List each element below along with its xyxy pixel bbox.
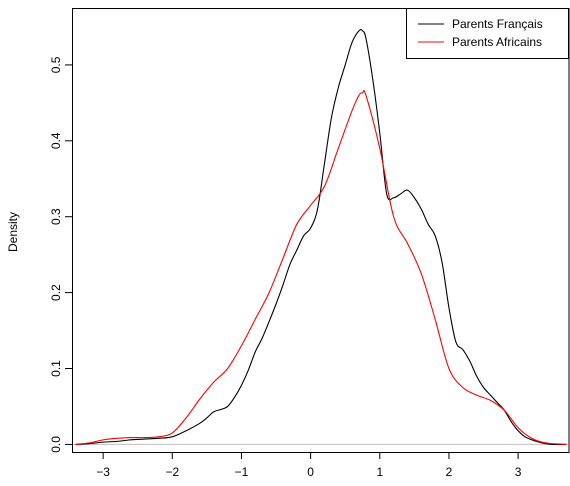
y-tick-label: 0.1	[49, 360, 63, 377]
legend-box	[406, 8, 569, 59]
legend: Parents Français Parents Africains	[406, 8, 569, 59]
plot-frame	[72, 8, 570, 453]
y-tick-label: 0.5	[49, 56, 63, 73]
y-axis-label: Density	[6, 212, 20, 252]
legend-label: Parents Africains	[452, 35, 542, 49]
y-tick-label: 0.4	[49, 132, 63, 149]
x-tick-label: −3	[96, 465, 110, 479]
x-tick-label: 1	[376, 465, 383, 479]
x-tick-label: 2	[446, 465, 453, 479]
x-tick-label: −2	[165, 465, 179, 479]
x-tick-label: 0	[307, 465, 314, 479]
legend-label: Parents Français	[452, 17, 543, 31]
x-tick-label: 3	[515, 465, 522, 479]
series-line-1	[75, 29, 567, 446]
y-tick-label: 0.2	[49, 284, 63, 301]
x-tick-label: −1	[235, 465, 249, 479]
series-line-2	[75, 89, 567, 445]
y-tick-label: 0.0	[49, 436, 63, 453]
y-tick-label: 0.3	[49, 208, 63, 225]
